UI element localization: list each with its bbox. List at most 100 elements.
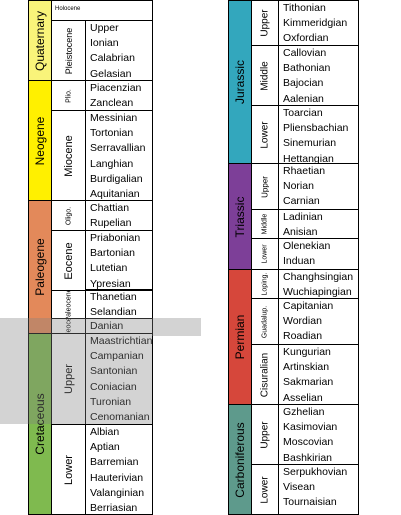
epoch-label-middle: Middle [261,213,269,235]
stage-roadian: Roadian [283,330,323,343]
epoch-label-upper: Upper [259,420,271,449]
stages-neogene-miocene: Messinian Tortonian Serravallian Langhian Bu… [85,110,153,201]
stage-ionian: Ionian [90,37,119,50]
epoch-label-middle: Middle [259,60,271,91]
stage-piacenzian: Piacenzian [90,82,142,94]
epoch-permian-loping: Loping. [251,269,279,299]
stage-kungurian: Kungurian [283,346,331,358]
stages-jurassic-middle: Callovian Bathonian Bajocian Aalenian [278,45,359,106]
epoch-label-paleocene: Paleocene [65,290,72,319]
epoch-label-upper: Upper [260,175,270,198]
stage-norian: Norian [283,180,314,193]
epoch-label-cisuralian: Cisuralian [259,352,271,397]
epoch-jurassic-upper: Upper [251,0,279,46]
stage-changhsingian: Changhsingian [283,271,354,283]
stage-lutetian: Lutetian [90,262,128,275]
stage-gzhelian: Gzhelian [283,406,325,418]
epoch-label-pleistocene: Pleistocene [63,27,74,74]
stage-callovian: Callovian [283,47,327,59]
epoch-quaternary-pleistocene: Pleistocene [51,20,86,81]
stage-ypresian: Ypresian [90,277,131,290]
epoch-label-plio: Plio. [65,88,72,103]
stages-paleogene-oligo: Chattian Rupelian [85,200,153,231]
epoch-carboniferous-lower: Lower [251,464,279,515]
epoch-paleogene-oligo: Oligo. [51,200,86,231]
stage-hettangian: Hettangian [283,152,334,164]
period-label-carboniferous: Carboniferous [233,421,247,498]
stage-langhian: Langhian [90,157,134,170]
epoch-paleogene-paleocene: Paleocene [51,318,86,334]
epoch-triassic-upper: Upper [251,163,279,210]
stages-quaternary-pleistocene: Upper Ionian Calabrian Gelasian [85,20,153,81]
stage-asselian: Asselian [283,391,323,404]
stage-zanclean: Zanclean [90,97,134,110]
epoch-triassic-middle: Middle [251,209,279,239]
epoch-permian-guadalup: Guadalup. [251,298,279,345]
stages-carboniferous-lower: Serpukhovian Visean Tournaisian [278,464,359,515]
stage-upper: Upper [90,22,119,34]
stage-barremian: Barremian [90,456,139,469]
stages-triassic-lower: Olenekian Induan [278,238,359,270]
stage-rhaetian: Rhaetian [283,165,326,177]
stage-burdigalian: Burdigalian [90,172,143,185]
stage-induan: Induan [283,255,316,268]
epoch-label-miocene: Miocene [62,134,75,177]
period-permian: Permian [228,269,252,405]
stage-tithonian: Tithonian [283,2,326,14]
stage-visean: Visean [283,481,315,494]
period-jurassic: Jurassic [228,0,252,164]
stage-kimmeridgian: Kimmeridgian [283,17,348,30]
stages-jurassic-upper: Tithonian Kimmeridgian Oxfordian [278,0,359,46]
epoch-jurassic-lower: Lower [251,105,279,164]
epoch-label-eocene: Eocene [62,241,75,280]
epoch-label-upper: Upper [259,9,271,37]
stage-turonian: Turonian [90,395,132,408]
stage-toarcian: Toarcian [283,107,323,119]
stage-bajocian: Bajocian [283,77,324,90]
period-label-cretaceous: Cretaceous [33,393,47,455]
period-label-permian: Permian [233,314,247,360]
epoch-label-lower: Lower [62,454,75,485]
stage-sinemurian: Sinemurian [283,137,337,150]
stage-pliensbachian: Pliensbachian [283,122,349,135]
epoch-cretaceous-upper: Upper [51,333,86,425]
stage-rupelian: Rupelian [90,217,132,230]
stage-cenomanian: Cenomanian [90,411,150,424]
stage-thanetian: Thanetian [90,291,137,303]
stage-anisian: Anisian [283,226,318,239]
stage-priabonian: Priabonian [90,232,141,244]
period-paleogene: Paleogene [28,200,52,334]
stages-permian-loping: Changhsingian Wuchiapingian [278,269,359,299]
stage-bashkirian: Bashkirian [283,451,333,464]
stage-carnian: Carnian [283,195,320,208]
stage-calabrian: Calabrian [90,52,135,65]
stage-danian: Danian [90,320,124,332]
stage-sakmarian: Sakmarian [283,376,334,389]
stage-olenekian: Olenekian [283,240,331,252]
stage-tortonian: Tortonian [90,127,134,140]
epoch-label-upper: Upper [62,364,75,394]
period-label-triassic: Triassic [233,196,247,237]
epoch-label-oligo: Oligo. [65,206,72,225]
period-label-neogene: Neogene [33,116,47,165]
epoch-label-paleocene: Paleocene [65,319,72,333]
stage-gelasian: Gelasian [90,67,132,80]
epoch-label-holocene: Holocene [55,6,81,12]
period-triassic: Triassic [228,163,252,270]
stage-albian: Albian [90,426,120,438]
stage-wordian: Wordian [283,315,322,328]
epoch-label-lower: Lower [259,120,271,149]
stage-aalenian: Aalenian [283,92,324,105]
epoch-triassic-lower: Lower [251,238,279,270]
stages-paleogene-paleocene: Danian [85,318,153,334]
epoch-paleogene-eocene: Eocene [51,230,86,291]
stages-carboniferous-upper: Gzhelian Kasimovian Moscovian Bashkirian [278,404,359,465]
stages-permian-guadalup: Capitanian Wordian Roadian [278,298,359,345]
stage-serpukhovian: Serpukhovian [283,466,348,478]
epoch-jurassic-middle: Middle [251,45,279,106]
stages-neogene-plio: Piacenzian Zanclean [85,80,153,111]
stages-triassic-upper: Rhaetian Norian Carnian [278,163,359,210]
stage-moscovian: Moscovian [283,436,334,449]
period-neogene: Neogene [28,80,52,201]
